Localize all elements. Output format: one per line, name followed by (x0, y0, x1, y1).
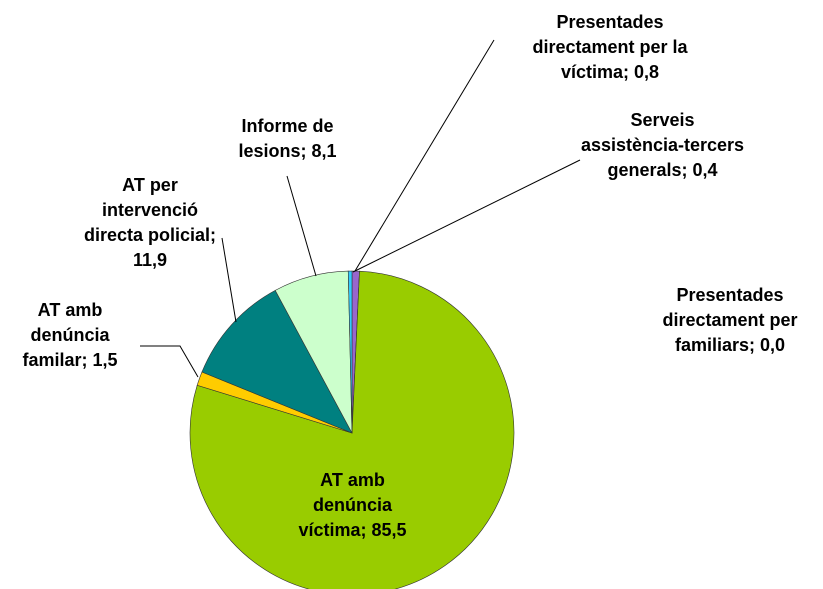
label-separator: ; (623, 62, 634, 82)
label-name: AT amb denúncia víctima (298, 470, 392, 540)
leader-line (352, 159, 581, 273)
data-label: Serveis assistència-tercers generals; 0,… (580, 108, 745, 183)
label-value: 85,5 (371, 520, 407, 540)
pie-slice (201, 289, 353, 434)
label-name: Informe de lesions (238, 116, 334, 161)
leader-line (221, 237, 237, 323)
label-separator: ; (749, 335, 760, 355)
label-value: 0,8 (634, 62, 660, 82)
data-label: Informe de lesions; 8,1 (225, 114, 350, 164)
label-value: 11,9 (132, 250, 168, 270)
label-separator: ; (81, 350, 93, 370)
pie-slice (189, 270, 515, 589)
data-label: Presentades directament per la víctima; … (515, 10, 705, 85)
data-label: Presentades directament per familiars; 0… (655, 283, 805, 358)
label-value: 1,5 (92, 350, 118, 370)
data-label: AT per intervenció directa policial; 11,… (75, 173, 225, 273)
label-name: AT per intervenció directa policial (83, 175, 211, 245)
pie (189, 270, 515, 589)
label-separator: ; (300, 141, 312, 161)
label-value: 0,0 (760, 335, 786, 355)
label-name: Presentades directament per familiars (662, 285, 798, 355)
label-name: Serveis assistència-tercers generals (580, 110, 745, 180)
pie-slice (347, 270, 353, 434)
label-name: Presentades directament per la víctima (532, 12, 688, 82)
data-label: AT amb denúncia familar; 1,5 (10, 298, 130, 373)
leader-line (354, 39, 495, 272)
label-separator: ; (210, 225, 217, 245)
label-separator: ; (681, 160, 693, 180)
leader-lines (140, 39, 581, 378)
leader-line (140, 345, 199, 378)
label-name: AT amb denúncia familar (22, 300, 110, 370)
label-separator: ; (360, 520, 372, 540)
leader-line (286, 175, 317, 277)
label-value: 8,1 (311, 141, 337, 161)
label-value: 0,4 (692, 160, 718, 180)
data-label: AT amb denúncia víctima; 85,5 (290, 468, 415, 543)
